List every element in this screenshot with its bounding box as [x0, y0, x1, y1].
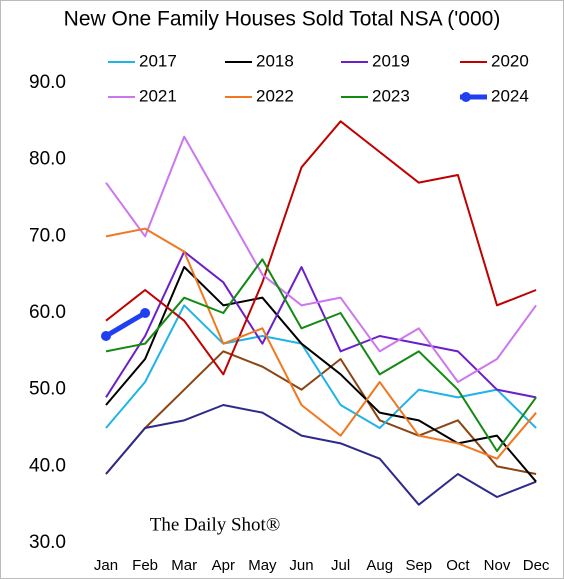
x-tick-label: Jul: [331, 557, 350, 574]
series-line: [105, 250, 537, 399]
legend-label: 2017: [139, 51, 177, 70]
y-tick-label: 60.0: [29, 302, 66, 323]
x-tick-label: Dec: [523, 557, 550, 574]
y-tick-label: 40.0: [29, 455, 66, 476]
x-tick-label: Mar: [171, 557, 197, 574]
legend-label: 2021: [139, 86, 177, 105]
legend-label: 2020: [491, 51, 529, 70]
y-tick-label: 30.0: [29, 532, 66, 553]
series-line: [104, 310, 147, 339]
series-line: [105, 404, 537, 506]
point: [101, 331, 111, 341]
x-tick-label: Jun: [289, 557, 313, 574]
y-tick-label: 70.0: [29, 225, 66, 246]
point: [140, 308, 151, 318]
series-line: [105, 120, 537, 376]
x-tick-label: Sep: [405, 557, 432, 574]
series-line: [105, 227, 537, 460]
series-line: [105, 258, 537, 452]
x-tick-label: Nov: [484, 557, 511, 574]
legend-label: 2024: [491, 86, 529, 105]
legend-label: 2023: [372, 86, 410, 105]
legend-label: 2019: [372, 51, 410, 70]
x-tick-label: Oct: [446, 557, 470, 574]
x-tick-label: Apr: [212, 557, 235, 574]
x-tick-label: Jan: [94, 557, 118, 574]
legend-swatch-point: [461, 92, 471, 102]
x-tick-label: Aug: [366, 557, 393, 574]
y-tick-label: 50.0: [29, 379, 66, 400]
y-tick-label: 90.0: [29, 72, 66, 93]
x-tick-label: Feb: [132, 557, 158, 574]
chart-title: New One Family Houses Sold Total NSA ('0…: [64, 8, 501, 31]
watermark: The Daily Shot®: [150, 514, 281, 535]
legend-label: 2022: [256, 86, 294, 105]
x-tick-label: May: [248, 557, 277, 574]
series-line: [105, 135, 537, 383]
series-line: [105, 266, 537, 483]
y-tick-label: 80.0: [29, 149, 66, 170]
series-line: [105, 304, 537, 429]
legend-label: 2018: [256, 51, 294, 70]
